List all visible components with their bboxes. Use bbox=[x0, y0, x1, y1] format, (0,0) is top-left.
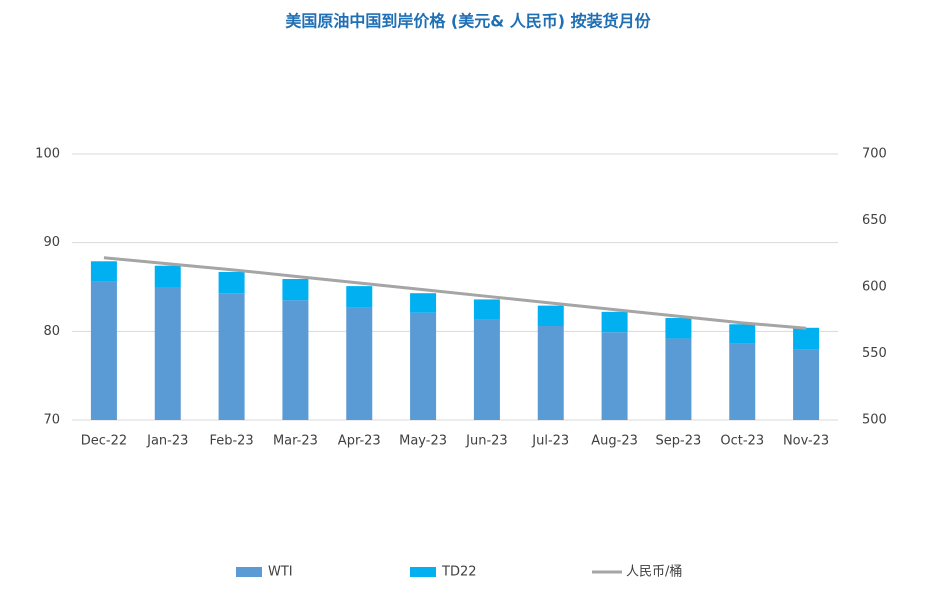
y2-tick-label: 600 bbox=[862, 280, 887, 295]
bar bbox=[410, 293, 437, 313]
legend-label: TD22 bbox=[441, 565, 477, 580]
bar bbox=[665, 318, 692, 339]
bar bbox=[793, 327, 820, 350]
bar bbox=[601, 311, 628, 333]
x-tick-label: Sep-23 bbox=[656, 434, 702, 449]
y2-tick-label: 550 bbox=[862, 346, 887, 361]
y2-tick-label: 500 bbox=[862, 413, 887, 428]
bar bbox=[282, 279, 309, 301]
x-tick-label: Jan-23 bbox=[146, 434, 188, 449]
bar bbox=[346, 307, 373, 420]
bar bbox=[793, 349, 820, 420]
bar bbox=[729, 343, 756, 420]
bar bbox=[218, 293, 245, 420]
y-tick-label: 70 bbox=[43, 413, 60, 428]
bar bbox=[410, 312, 437, 420]
bar bbox=[90, 261, 117, 282]
y-tick-label: 90 bbox=[43, 235, 60, 250]
x-tick-label: Oct-23 bbox=[720, 434, 764, 449]
x-tick-label: Mar-23 bbox=[273, 434, 318, 449]
x-tick-label: May-23 bbox=[399, 434, 447, 449]
line bbox=[103, 256, 807, 330]
legend-swatch bbox=[410, 567, 436, 577]
legend-swatch bbox=[236, 567, 262, 577]
bar bbox=[154, 265, 181, 287]
y2-tick-label: 650 bbox=[862, 213, 887, 228]
legend-label: 人民币/桶 bbox=[626, 565, 682, 580]
y2-tick-label: 700 bbox=[862, 147, 887, 162]
legend-label: WTI bbox=[268, 565, 293, 580]
bar bbox=[601, 332, 628, 420]
bar bbox=[473, 319, 500, 420]
bar bbox=[537, 326, 564, 420]
x-tick-label: Dec-22 bbox=[81, 434, 127, 449]
bar bbox=[282, 300, 309, 420]
chart-title: 美国原油中国到岸价格 (美元& 人民币) 按装货月份 bbox=[285, 12, 651, 31]
x-tick-label: Apr-23 bbox=[338, 434, 381, 449]
x-tick-label: Nov-23 bbox=[783, 434, 829, 449]
bar bbox=[218, 271, 245, 294]
x-tick-label: Feb-23 bbox=[209, 434, 253, 449]
bar bbox=[90, 281, 117, 420]
x-tick-label: Aug-23 bbox=[591, 434, 638, 449]
y-tick-label: 100 bbox=[35, 147, 60, 162]
y-tick-label: 80 bbox=[43, 324, 60, 339]
bar bbox=[537, 305, 564, 327]
bar bbox=[154, 287, 181, 420]
x-tick-label: Jul-23 bbox=[531, 434, 569, 449]
bar bbox=[729, 324, 756, 344]
bar bbox=[665, 338, 692, 420]
x-tick-label: Jun-23 bbox=[465, 434, 508, 449]
bar bbox=[346, 286, 373, 308]
bar bbox=[473, 299, 500, 320]
